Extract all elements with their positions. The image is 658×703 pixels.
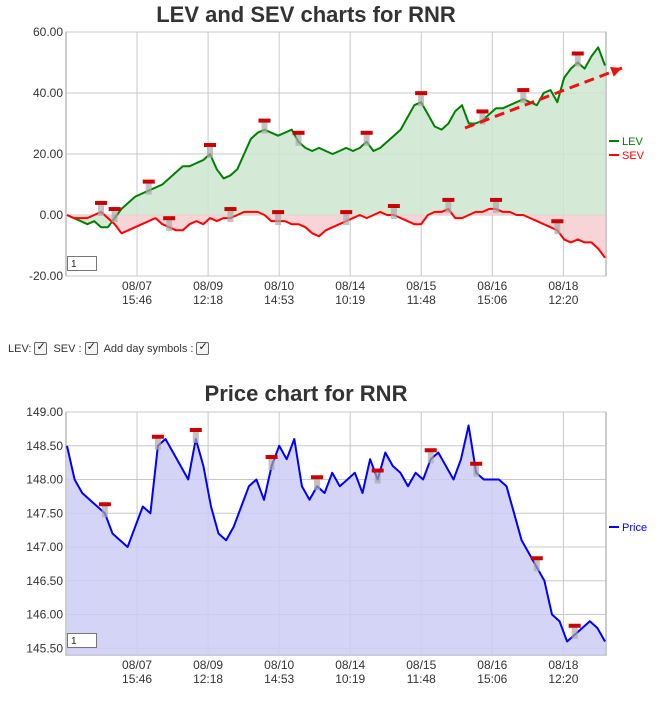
day-marker-icon bbox=[98, 502, 111, 518]
lev-line bbox=[66, 46, 606, 229]
y-tick-label: 147.50 bbox=[26, 506, 63, 520]
y-tick-label: 60.00 bbox=[33, 25, 63, 39]
day-marker-icon bbox=[442, 197, 455, 213]
y-tick-label: 148.00 bbox=[26, 473, 63, 487]
day-symbols-label: Add day symbols : bbox=[103, 342, 194, 355]
y-tick-label: 149.00 bbox=[26, 405, 63, 419]
price-line bbox=[66, 424, 606, 643]
day-marker-icon bbox=[151, 434, 164, 450]
legend-label: Price bbox=[622, 522, 647, 534]
y-tick-label: 20.00 bbox=[33, 147, 63, 161]
x-tick-time: 12:18 bbox=[193, 293, 223, 307]
day-marker-icon bbox=[340, 210, 353, 226]
day-marker-icon bbox=[490, 197, 503, 213]
x-tick-time: 12:20 bbox=[548, 672, 578, 686]
sev-line bbox=[66, 207, 606, 259]
day-marker-icon bbox=[265, 455, 278, 470]
sev-toggle[interactable]: SEV : bbox=[53, 340, 101, 355]
lev-toggle-label: LEV: bbox=[8, 342, 32, 355]
x-tick-time: 10:19 bbox=[335, 672, 365, 686]
x-tick-date: 08/18 bbox=[548, 658, 578, 672]
day-marker-icon bbox=[387, 204, 400, 219]
day-marker-icon bbox=[258, 118, 271, 134]
price-plot-area: 149.00 148.50 148.00 147.50 147.00 146.50 146.… bbox=[26, 405, 647, 686]
day-marker-icon bbox=[476, 109, 489, 125]
day-marker-icon bbox=[311, 475, 324, 491]
sev-toggle-label: SEV : bbox=[53, 342, 82, 355]
day-symbols-checkbox[interactable] bbox=[196, 340, 210, 355]
day-marker-icon bbox=[360, 130, 373, 146]
x-tick-time: 11:48 bbox=[407, 672, 436, 686]
x-tick-date: 08/09 bbox=[193, 658, 223, 672]
x-tick-date: 08/15 bbox=[406, 658, 436, 672]
lev-checkbox[interactable] bbox=[34, 340, 48, 355]
x-tick-date: 08/10 bbox=[264, 279, 294, 293]
x-tick-time: 11:48 bbox=[407, 293, 436, 307]
y-tick-label: 146.00 bbox=[26, 608, 63, 622]
x-tick-date: 08/16 bbox=[477, 279, 507, 293]
x-tick-time: 12:18 bbox=[193, 672, 223, 686]
price-area bbox=[67, 425, 605, 655]
x-tick-date: 08/09 bbox=[193, 279, 223, 293]
x-tick-time: 14:53 bbox=[264, 672, 294, 686]
lev-toggle[interactable]: LEV: bbox=[8, 340, 51, 355]
day-marker-icon bbox=[142, 179, 155, 195]
lev-area bbox=[67, 47, 605, 228]
chart-controls: LEV: SEV : Add day symbols : bbox=[8, 340, 214, 355]
day-marker-icon bbox=[108, 207, 121, 223]
y-tick-label: 147.00 bbox=[26, 540, 63, 554]
x-tick-time: 15:46 bbox=[122, 672, 152, 686]
day-marker-icon bbox=[470, 461, 483, 477]
price-chart-title: Price chart for RNR bbox=[205, 381, 408, 406]
day-symbols-toggle[interactable]: Add day symbols : bbox=[103, 340, 214, 355]
x-tick-time: 12:20 bbox=[548, 293, 578, 307]
x-tick-date: 08/15 bbox=[406, 279, 436, 293]
x-tick-date: 08/16 bbox=[477, 658, 507, 672]
lev-chart-title: LEV and SEV charts for RNR bbox=[156, 2, 456, 27]
legend-label: SEV bbox=[622, 150, 645, 162]
x-tick-date: 08/07 bbox=[122, 658, 152, 672]
day-marker-icon bbox=[224, 207, 237, 223]
x-tick-time: 15:46 bbox=[122, 293, 152, 307]
price-page-input[interactable]: 1 bbox=[67, 633, 97, 648]
y-tick-label: 40.00 bbox=[33, 86, 63, 100]
day-marker-icon bbox=[424, 448, 437, 464]
day-marker-icon bbox=[292, 130, 305, 146]
day-marker-icon bbox=[272, 210, 285, 226]
y-tick-label: -20.00 bbox=[29, 269, 63, 283]
trend-arrow-head-icon bbox=[610, 66, 622, 77]
y-tick-label: 0.00 bbox=[40, 208, 64, 222]
x-tick-time: 10:19 bbox=[335, 293, 365, 307]
sev-area bbox=[67, 208, 605, 258]
y-tick-label: 146.50 bbox=[26, 574, 63, 588]
day-marker-icon bbox=[189, 428, 202, 443]
y-tick-label: 145.50 bbox=[26, 641, 63, 655]
price-chart: Price chart for RNR 149.00148.50148.0014… bbox=[26, 381, 647, 686]
day-marker-icon bbox=[204, 143, 217, 158]
x-tick-date: 08/14 bbox=[335, 658, 365, 672]
x-tick-time: 15:06 bbox=[477, 672, 507, 686]
y-tick-label: 148.50 bbox=[26, 439, 63, 453]
lev-sev-chart: LEV and SEV charts for RNR 60.00 40.00 20.… bbox=[29, 2, 645, 307]
day-marker-icon bbox=[415, 91, 428, 107]
x-tick-date: 08/18 bbox=[548, 279, 578, 293]
x-tick-date: 08/07 bbox=[122, 279, 152, 293]
legend-label: LEV bbox=[622, 136, 643, 148]
x-tick-time: 14:53 bbox=[264, 293, 294, 307]
x-tick-time: 15:06 bbox=[477, 293, 507, 307]
x-tick-date: 08/10 bbox=[264, 658, 294, 672]
day-marker-icon bbox=[571, 51, 584, 67]
day-marker-icon bbox=[517, 88, 530, 104]
x-tick-date: 08/14 bbox=[335, 279, 365, 293]
trend-arrow bbox=[464, 66, 623, 130]
day-marker-icon bbox=[551, 219, 564, 235]
lev-page-input[interactable]: 1 bbox=[67, 256, 97, 271]
day-marker-icon bbox=[95, 200, 108, 216]
day-marker-icon bbox=[568, 623, 581, 639]
day-marker-icon bbox=[371, 468, 384, 484]
day-marker-icon bbox=[530, 556, 543, 572]
sev-checkbox[interactable] bbox=[84, 340, 98, 355]
day-marker-icon bbox=[163, 216, 176, 232]
